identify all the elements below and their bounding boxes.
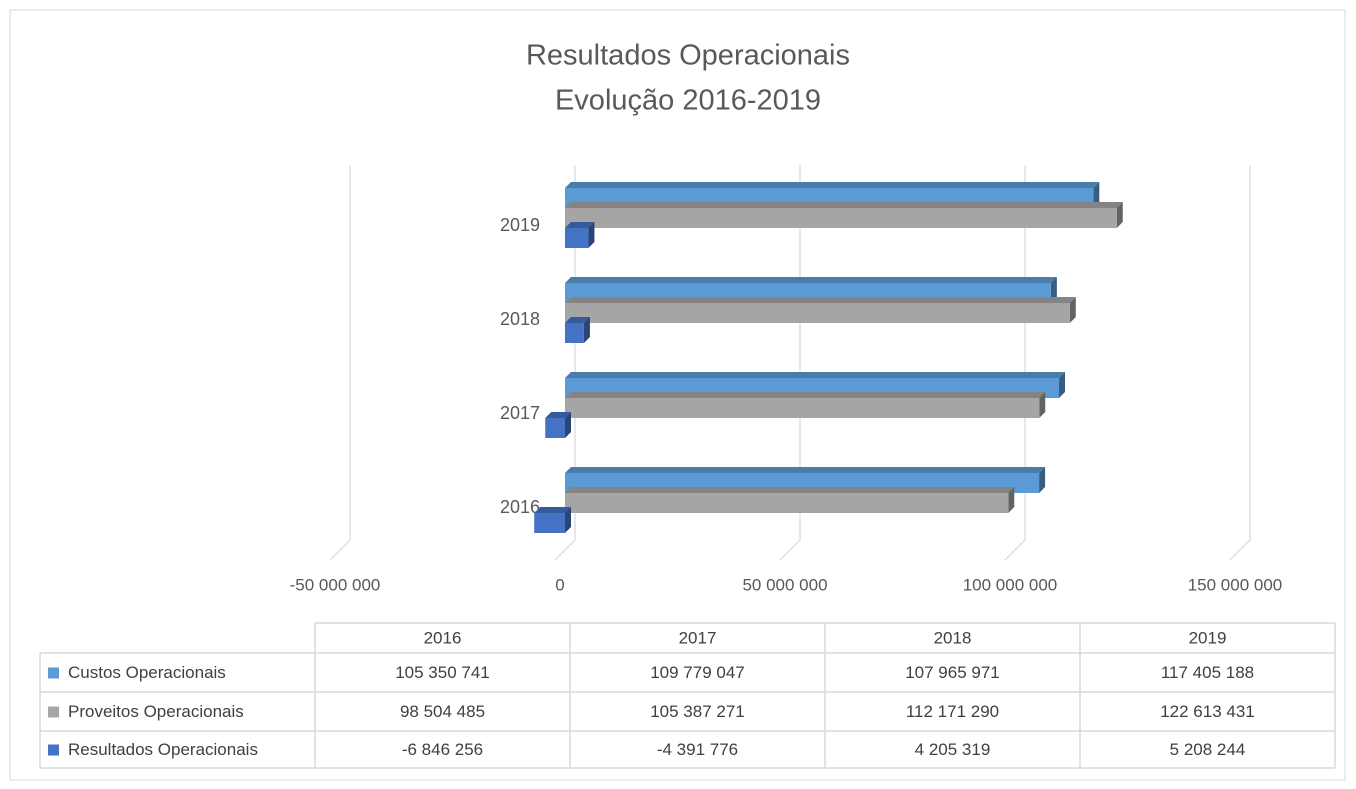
legend-label: Proveitos Operacionais bbox=[68, 702, 244, 721]
bar-side bbox=[1008, 487, 1015, 513]
legend-key bbox=[48, 667, 59, 679]
bar-side bbox=[1059, 372, 1066, 398]
legend-label: Resultados Operacionais bbox=[68, 740, 258, 759]
bar-side bbox=[565, 412, 571, 438]
table-header: 2016 bbox=[424, 628, 462, 647]
bar bbox=[545, 418, 565, 438]
legend-label: Custos Operacionais bbox=[68, 663, 226, 682]
bar-top bbox=[565, 222, 595, 228]
chart-title: Resultados Operacionais bbox=[526, 40, 850, 72]
chart-subtitle: Evolução 2016-2019 bbox=[555, 85, 821, 117]
y-tick-label: 2019 bbox=[500, 215, 540, 235]
bar bbox=[565, 493, 1009, 513]
bar-top bbox=[565, 202, 1123, 208]
bar-side bbox=[1039, 392, 1046, 418]
y-tick-label: 2016 bbox=[500, 497, 540, 517]
bar-top bbox=[565, 297, 1076, 303]
table-cell: 105 387 271 bbox=[650, 702, 745, 721]
table-cell: 98 504 485 bbox=[400, 702, 485, 721]
table-cell: 105 350 741 bbox=[395, 663, 490, 682]
bar-top bbox=[565, 392, 1046, 398]
bar bbox=[565, 228, 589, 248]
table-cell: -4 391 776 bbox=[657, 740, 738, 759]
bar-top bbox=[565, 467, 1046, 473]
bar-top bbox=[545, 412, 571, 418]
bar-side bbox=[588, 222, 595, 248]
bar-side bbox=[1050, 277, 1057, 303]
legend-key bbox=[48, 706, 59, 718]
table-header: 2017 bbox=[679, 628, 717, 647]
x-tick-label: 50 000 000 bbox=[742, 575, 827, 594]
table-cell: 117 405 188 bbox=[1161, 663, 1254, 682]
bar-top bbox=[565, 372, 1066, 378]
table-cell: 109 779 047 bbox=[650, 663, 745, 682]
x-tick-label: 150 000 000 bbox=[1188, 575, 1283, 594]
bar-top bbox=[565, 487, 1015, 493]
bar bbox=[565, 208, 1117, 228]
table-cell: 112 171 290 bbox=[906, 702, 999, 721]
table-cell: -6 846 256 bbox=[402, 740, 483, 759]
table-header: 2019 bbox=[1189, 628, 1227, 647]
bar bbox=[565, 303, 1070, 323]
y-tick-label: 2018 bbox=[500, 309, 540, 329]
table-cell: 122 613 431 bbox=[1160, 702, 1255, 721]
table-header: 2018 bbox=[934, 628, 972, 647]
x-tick-label: 100 000 000 bbox=[963, 575, 1058, 594]
grid-line bbox=[329, 165, 351, 561]
x-tick-label: -50 000 000 bbox=[290, 575, 381, 594]
bar-top bbox=[565, 277, 1057, 283]
chart-frame bbox=[9, 9, 1346, 781]
bar bbox=[565, 398, 1040, 418]
bar-side bbox=[1093, 182, 1100, 208]
legend-key bbox=[48, 744, 59, 756]
bar-top bbox=[565, 182, 1100, 188]
table-cell: 4 205 319 bbox=[915, 740, 991, 759]
table-cell: 107 965 971 bbox=[905, 663, 1000, 682]
bar bbox=[565, 323, 584, 343]
bar-top bbox=[534, 507, 571, 513]
bar-side bbox=[1069, 297, 1076, 323]
bar-top bbox=[565, 317, 590, 323]
bar-side bbox=[1039, 467, 1046, 493]
y-tick-label: 2017 bbox=[500, 403, 540, 423]
bar-side bbox=[565, 507, 571, 533]
table-cell: 5 208 244 bbox=[1170, 740, 1246, 759]
bar bbox=[534, 513, 565, 533]
x-tick-label: 0 bbox=[555, 575, 564, 594]
grid-line bbox=[1229, 165, 1251, 561]
bar-side bbox=[583, 317, 590, 343]
bar-side bbox=[1116, 202, 1123, 228]
